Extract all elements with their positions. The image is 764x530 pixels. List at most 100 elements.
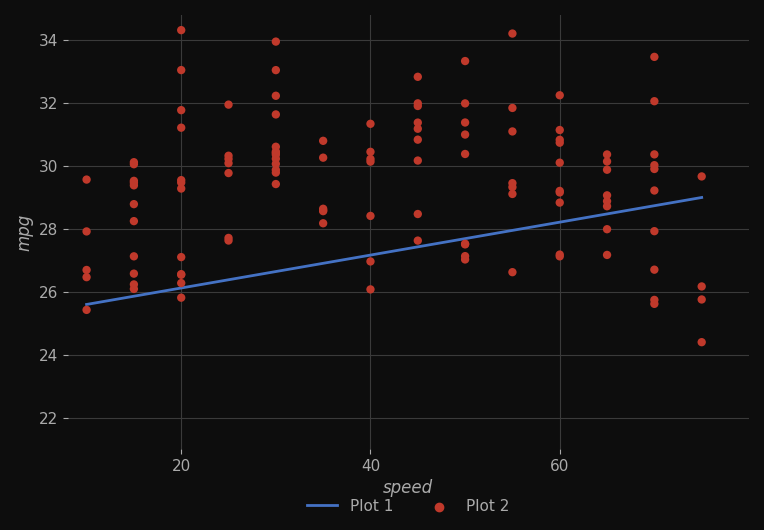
Plot 2 — [80, 227, 92, 236]
Plot 2 — [601, 202, 613, 210]
Plot 2 — [695, 172, 707, 181]
Plot 2 — [175, 270, 187, 278]
Plot 2 — [270, 169, 282, 177]
Plot 2 — [175, 279, 187, 287]
Plot 2 — [649, 165, 661, 173]
Plot 2 — [649, 150, 661, 158]
Plot 2 — [128, 200, 140, 208]
Plot 2 — [128, 158, 140, 166]
Plot 2 — [80, 175, 92, 184]
Plot 2 — [507, 104, 519, 112]
Plot 2 — [128, 285, 140, 293]
Plot 2 — [175, 106, 187, 114]
Plot 2 — [601, 150, 613, 158]
Plot 2 — [695, 295, 707, 304]
Plot 2 — [649, 266, 661, 274]
Plot 2 — [695, 338, 707, 347]
Plot 2 — [222, 155, 235, 163]
Plot 2 — [412, 156, 424, 165]
Plot 2 — [128, 181, 140, 190]
Plot 2 — [128, 179, 140, 187]
Plot 2 — [222, 236, 235, 245]
Plot 2 — [317, 219, 329, 227]
Plot 2 — [554, 187, 566, 195]
Plot 2 — [222, 234, 235, 242]
Plot 2 — [128, 269, 140, 278]
Plot 2 — [507, 179, 519, 188]
Plot 2 — [554, 250, 566, 259]
Plot 2 — [412, 99, 424, 108]
Plot 2 — [175, 178, 187, 187]
Plot 2 — [175, 294, 187, 302]
Plot 2 — [175, 253, 187, 261]
Plot 2 — [695, 282, 707, 290]
Plot 2 — [175, 26, 187, 34]
Plot 2 — [412, 73, 424, 81]
Plot 2 — [270, 110, 282, 119]
Plot 2 — [412, 102, 424, 110]
Plot 2 — [601, 165, 613, 174]
Plot 2 — [175, 176, 187, 184]
Plot 2 — [317, 205, 329, 213]
Plot 2 — [412, 136, 424, 144]
Plot 2 — [649, 97, 661, 105]
Plot 2 — [222, 100, 235, 109]
Plot 2 — [364, 257, 377, 266]
Plot 2 — [554, 252, 566, 261]
Plot 2 — [649, 299, 661, 308]
Plot 2 — [459, 252, 471, 260]
Plot 2 — [459, 57, 471, 65]
Plot 2 — [317, 153, 329, 162]
Plot 2 — [459, 130, 471, 139]
Plot 2 — [175, 270, 187, 279]
Plot 2 — [364, 285, 377, 294]
Plot 2 — [270, 147, 282, 156]
Plot 2 — [412, 210, 424, 218]
Plot 2 — [459, 240, 471, 248]
Plot 2 — [128, 160, 140, 169]
Plot 2 — [270, 160, 282, 168]
Plot 2 — [80, 306, 92, 314]
Plot 2 — [412, 236, 424, 245]
Plot 2 — [507, 29, 519, 38]
Plot 2 — [554, 188, 566, 197]
Plot 2 — [507, 127, 519, 136]
Plot 2 — [270, 180, 282, 188]
Plot 2 — [554, 136, 566, 144]
Legend: Plot 1, Plot 2: Plot 1, Plot 2 — [301, 492, 516, 520]
Plot 2 — [601, 191, 613, 200]
Plot 2 — [412, 125, 424, 133]
Plot 2 — [554, 198, 566, 207]
Plot 2 — [459, 99, 471, 108]
Plot 2 — [412, 118, 424, 127]
Plot 2 — [507, 190, 519, 198]
Plot 2 — [364, 155, 377, 163]
Plot 2 — [128, 280, 140, 289]
Plot 2 — [554, 91, 566, 100]
Plot 2 — [317, 206, 329, 215]
Plot 2 — [222, 169, 235, 178]
Plot 2 — [649, 52, 661, 61]
Plot 2 — [128, 252, 140, 261]
Plot 2 — [601, 197, 613, 206]
Plot 2 — [270, 165, 282, 174]
Plot 2 — [128, 176, 140, 185]
Plot 2 — [270, 66, 282, 74]
Plot 2 — [507, 268, 519, 277]
Plot 2 — [507, 183, 519, 191]
Plot 2 — [554, 138, 566, 147]
Plot 2 — [317, 207, 329, 215]
Plot 2 — [554, 126, 566, 134]
Plot 2 — [270, 92, 282, 100]
Plot 2 — [317, 137, 329, 145]
Plot 2 — [601, 251, 613, 259]
Plot 2 — [459, 150, 471, 158]
Plot 2 — [649, 227, 661, 235]
Plot 2 — [175, 66, 187, 74]
Plot 2 — [601, 157, 613, 166]
Plot 2 — [554, 158, 566, 167]
Plot 2 — [364, 157, 377, 166]
Plot 2 — [270, 155, 282, 163]
Plot 2 — [364, 211, 377, 220]
Plot 2 — [270, 37, 282, 46]
